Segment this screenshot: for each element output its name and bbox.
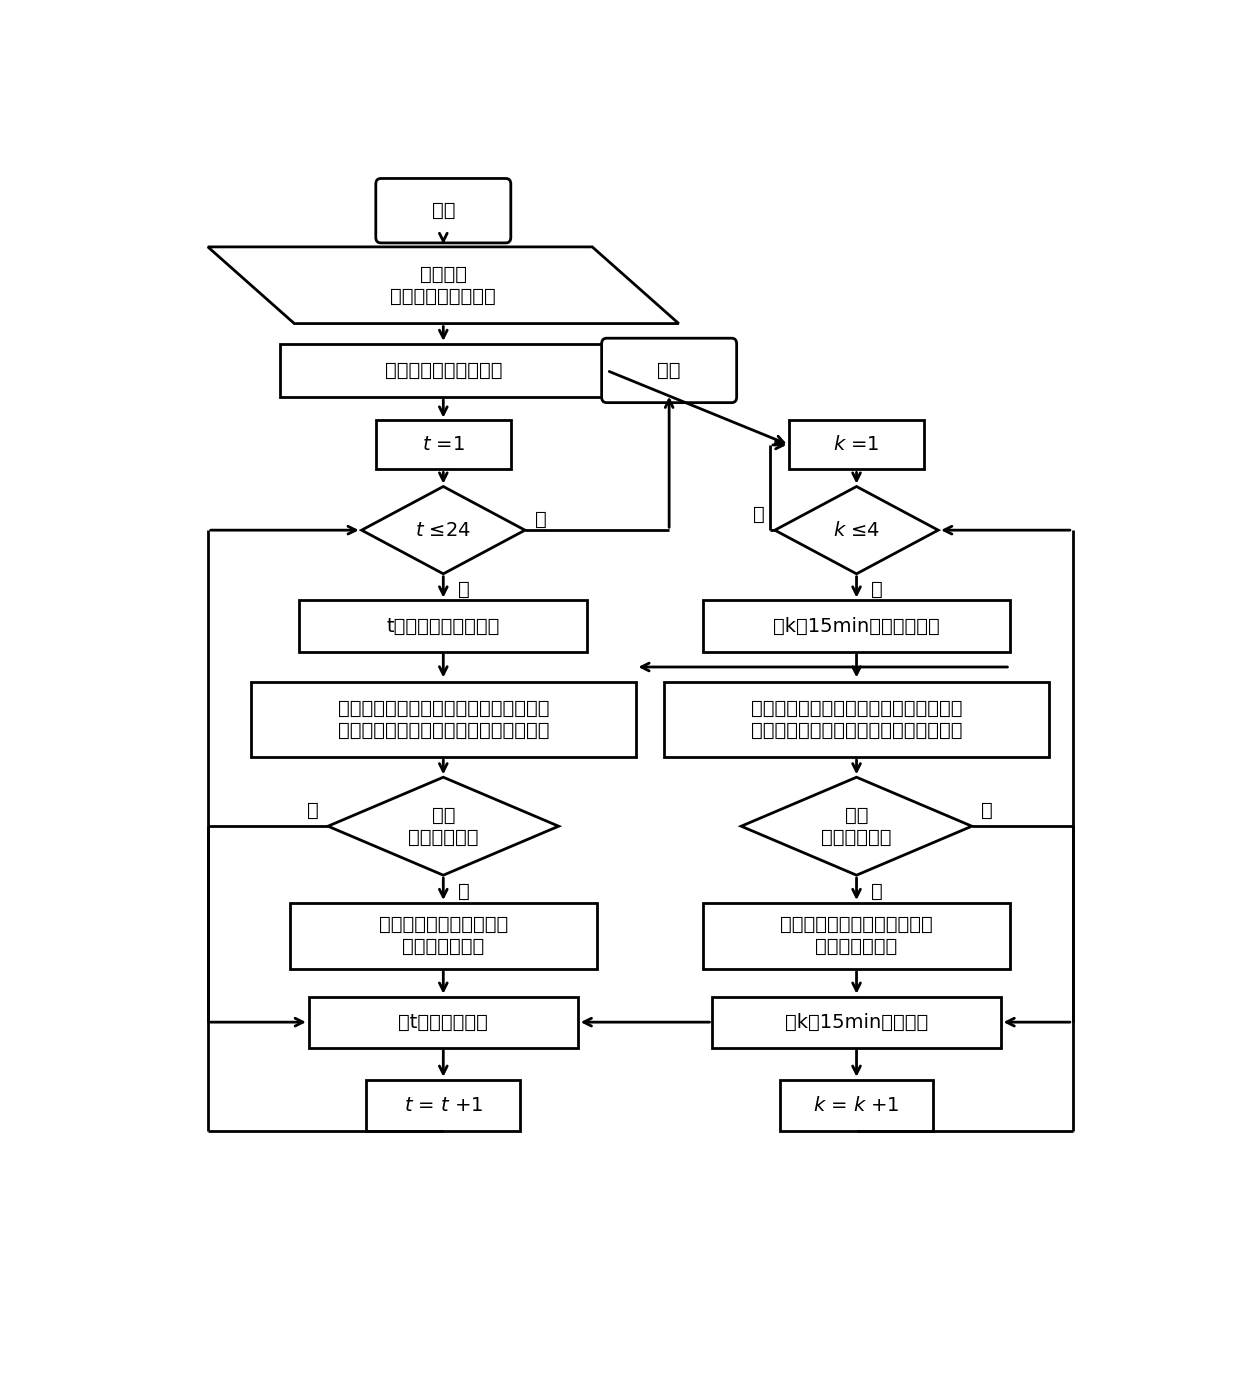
Text: 否: 否 [754, 505, 765, 524]
Text: 是: 是 [458, 581, 470, 599]
Text: 日内
负荷备用约束: 日内 负荷备用约束 [821, 806, 892, 846]
FancyBboxPatch shape [289, 903, 596, 969]
Text: $k$ =1: $k$ =1 [833, 436, 879, 455]
Text: $t$ ≤24: $t$ ≤24 [415, 520, 471, 539]
FancyBboxPatch shape [309, 997, 578, 1048]
FancyBboxPatch shape [789, 420, 924, 469]
Text: 柴油机一次预设出力、功率不平衡量、储
能出力、交互功率、柴油机二次调整出力: 柴油机一次预设出力、功率不平衡量、储 能出力、交互功率、柴油机二次调整出力 [750, 700, 962, 740]
FancyBboxPatch shape [703, 903, 1011, 969]
Text: 否: 否 [306, 801, 319, 820]
Polygon shape [742, 777, 972, 875]
Text: 日前
负荷备用约束: 日前 负荷备用约束 [408, 806, 479, 846]
Text: $t$ = $t$ +1: $t$ = $t$ +1 [404, 1095, 482, 1115]
FancyBboxPatch shape [780, 1080, 934, 1131]
FancyBboxPatch shape [665, 682, 1049, 757]
FancyBboxPatch shape [367, 1080, 521, 1131]
Polygon shape [362, 487, 525, 574]
Polygon shape [775, 487, 939, 574]
FancyBboxPatch shape [250, 682, 635, 757]
FancyBboxPatch shape [376, 420, 511, 469]
Text: t时刻的风光荷预测值: t时刻的风光荷预测值 [387, 617, 500, 636]
FancyBboxPatch shape [280, 344, 606, 397]
Text: 是: 是 [870, 882, 883, 900]
Text: 第k个15min优化完毕: 第k个15min优化完毕 [785, 1012, 929, 1032]
Text: 结束: 结束 [657, 361, 681, 380]
FancyBboxPatch shape [712, 997, 1001, 1048]
FancyBboxPatch shape [376, 178, 511, 243]
Text: 是: 是 [870, 581, 883, 599]
Text: $k$ = $k$ +1: $k$ = $k$ +1 [813, 1095, 900, 1115]
FancyBboxPatch shape [299, 600, 588, 651]
Text: 电价信息
柴油机单位发电成本: 电价信息 柴油机单位发电成本 [391, 264, 496, 306]
Text: 计算经济性、弃风弃光率
获得日前最优解: 计算经济性、弃风弃光率 获得日前最优解 [378, 916, 508, 957]
Polygon shape [327, 777, 558, 875]
Polygon shape [208, 248, 678, 324]
Text: 计算负荷缺失、对日前调整量
获得日内最优解: 计算负荷缺失、对日前调整量 获得日内最优解 [780, 916, 932, 957]
Text: $t$ =1: $t$ =1 [422, 436, 465, 455]
Text: $k$ ≤4: $k$ ≤4 [833, 520, 880, 539]
FancyBboxPatch shape [601, 339, 737, 402]
Text: 否: 否 [982, 801, 993, 820]
Text: 是: 是 [458, 882, 470, 900]
Text: 否: 否 [534, 510, 547, 530]
Text: 确定每小时的调度方案: 确定每小时的调度方案 [384, 361, 502, 380]
Text: 开始: 开始 [432, 201, 455, 220]
Text: 第k个15min风光荷预测值: 第k个15min风光荷预测值 [774, 617, 940, 636]
Text: 柴油机一次预设出力、功率不平衡量、储
能出力、交互功率、柴油机二次调整出力: 柴油机一次预设出力、功率不平衡量、储 能出力、交互功率、柴油机二次调整出力 [337, 700, 549, 740]
FancyBboxPatch shape [703, 600, 1011, 651]
Text: 第t小时优化完毕: 第t小时优化完毕 [398, 1012, 489, 1032]
